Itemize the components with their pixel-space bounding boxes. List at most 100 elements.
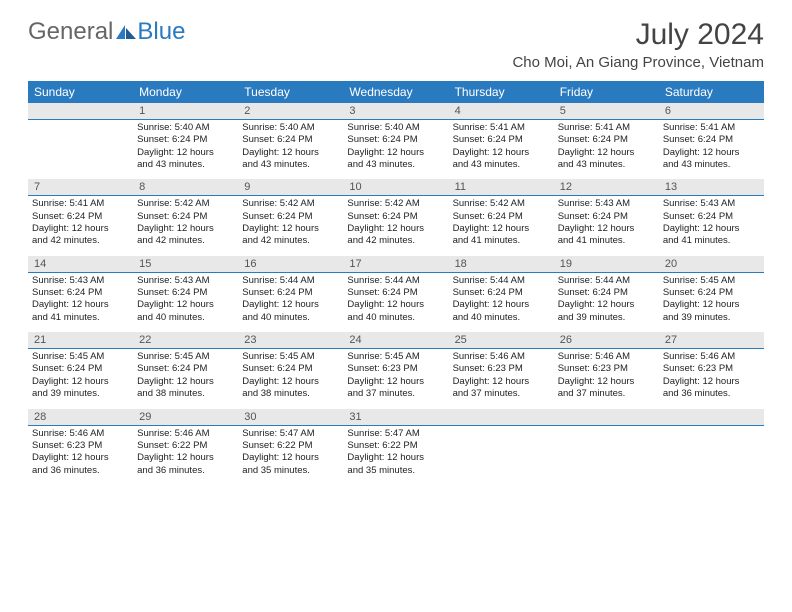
day-cell: Sunrise: 5:46 AMSunset: 6:23 PMDaylight:… (28, 425, 133, 485)
day-number: 8 (133, 179, 238, 196)
day-cell: Sunrise: 5:44 AMSunset: 6:24 PMDaylight:… (238, 272, 343, 332)
daylight-text: and 38 minutes. (137, 388, 234, 400)
daylight-text: and 35 minutes. (242, 465, 339, 477)
sunrise-text: Sunrise: 5:47 AM (242, 428, 339, 440)
daylight-text: and 39 minutes. (663, 312, 760, 324)
daylight-text: and 43 minutes. (242, 159, 339, 171)
sunset-text: Sunset: 6:24 PM (558, 287, 655, 299)
sunset-text: Sunset: 6:24 PM (137, 287, 234, 299)
daylight-text: and 38 minutes. (242, 388, 339, 400)
day-number: 29 (133, 409, 238, 426)
day-cell: Sunrise: 5:44 AMSunset: 6:24 PMDaylight:… (554, 272, 659, 332)
day-cell: Sunrise: 5:40 AMSunset: 6:24 PMDaylight:… (238, 120, 343, 180)
day-cell: Sunrise: 5:46 AMSunset: 6:23 PMDaylight:… (449, 349, 554, 409)
sunset-text: Sunset: 6:23 PM (32, 440, 129, 452)
sunset-text: Sunset: 6:24 PM (558, 211, 655, 223)
daylight-text: Daylight: 12 hours (347, 299, 444, 311)
sunset-text: Sunset: 6:22 PM (347, 440, 444, 452)
daylight-text: and 41 minutes. (558, 235, 655, 247)
sunset-text: Sunset: 6:24 PM (663, 287, 760, 299)
sunrise-text: Sunrise: 5:42 AM (242, 198, 339, 210)
sunrise-text: Sunrise: 5:45 AM (137, 351, 234, 363)
daylight-text: Daylight: 12 hours (347, 223, 444, 235)
sunrise-text: Sunrise: 5:47 AM (347, 428, 444, 440)
day-number: 14 (28, 256, 133, 273)
day-cell: Sunrise: 5:40 AMSunset: 6:24 PMDaylight:… (343, 120, 448, 180)
daylight-text: Daylight: 12 hours (137, 452, 234, 464)
sunset-text: Sunset: 6:24 PM (558, 134, 655, 146)
logo: General Blue (28, 18, 185, 46)
sunset-text: Sunset: 6:24 PM (32, 363, 129, 375)
daylight-text: and 41 minutes. (32, 312, 129, 324)
daylight-text: and 43 minutes. (347, 159, 444, 171)
sunset-text: Sunset: 6:24 PM (242, 134, 339, 146)
daylight-text: and 42 minutes. (137, 235, 234, 247)
daylight-text: and 41 minutes. (663, 235, 760, 247)
daylight-text: and 36 minutes. (137, 465, 234, 477)
daylight-text: Daylight: 12 hours (558, 376, 655, 388)
day-cell: Sunrise: 5:41 AMSunset: 6:24 PMDaylight:… (554, 120, 659, 180)
sunrise-text: Sunrise: 5:41 AM (32, 198, 129, 210)
day-number: 25 (449, 332, 554, 349)
sunrise-text: Sunrise: 5:42 AM (453, 198, 550, 210)
daylight-text: Daylight: 12 hours (242, 452, 339, 464)
sunset-text: Sunset: 6:24 PM (453, 287, 550, 299)
day-number-row: 21222324252627 (28, 332, 764, 349)
daylight-text: and 39 minutes. (558, 312, 655, 324)
sunrise-text: Sunrise: 5:46 AM (558, 351, 655, 363)
day-number: 27 (659, 332, 764, 349)
week-row: Sunrise: 5:41 AMSunset: 6:24 PMDaylight:… (28, 196, 764, 256)
day-cell: Sunrise: 5:45 AMSunset: 6:24 PMDaylight:… (133, 349, 238, 409)
daylight-text: Daylight: 12 hours (32, 299, 129, 311)
day-number: 11 (449, 179, 554, 196)
daylight-text: Daylight: 12 hours (347, 147, 444, 159)
day-number: 3 (343, 103, 448, 120)
daylight-text: and 42 minutes. (32, 235, 129, 247)
sunset-text: Sunset: 6:23 PM (347, 363, 444, 375)
sunset-text: Sunset: 6:24 PM (137, 211, 234, 223)
day-number-row: 28293031 (28, 409, 764, 426)
header: General Blue July 2024 Cho Moi, An Giang… (28, 18, 764, 71)
sunset-text: Sunset: 6:22 PM (242, 440, 339, 452)
daylight-text: and 42 minutes. (347, 235, 444, 247)
day-cell: Sunrise: 5:41 AMSunset: 6:24 PMDaylight:… (659, 120, 764, 180)
day-cell (659, 425, 764, 485)
day-cell: Sunrise: 5:45 AMSunset: 6:24 PMDaylight:… (28, 349, 133, 409)
daylight-text: and 42 minutes. (242, 235, 339, 247)
daylight-text: Daylight: 12 hours (137, 376, 234, 388)
day-header: Saturday (659, 81, 764, 103)
sunrise-text: Sunrise: 5:40 AM (137, 122, 234, 134)
sunrise-text: Sunrise: 5:46 AM (453, 351, 550, 363)
day-header: Tuesday (238, 81, 343, 103)
day-cell: Sunrise: 5:47 AMSunset: 6:22 PMDaylight:… (343, 425, 448, 485)
day-number: 23 (238, 332, 343, 349)
sunrise-text: Sunrise: 5:45 AM (347, 351, 444, 363)
sunrise-text: Sunrise: 5:43 AM (32, 275, 129, 287)
week-row: Sunrise: 5:45 AMSunset: 6:24 PMDaylight:… (28, 349, 764, 409)
day-cell (554, 425, 659, 485)
daylight-text: Daylight: 12 hours (558, 223, 655, 235)
day-cell: Sunrise: 5:43 AMSunset: 6:24 PMDaylight:… (659, 196, 764, 256)
title-block: July 2024 Cho Moi, An Giang Province, Vi… (512, 18, 764, 71)
daylight-text: Daylight: 12 hours (137, 223, 234, 235)
daylight-text: Daylight: 12 hours (242, 299, 339, 311)
daylight-text: Daylight: 12 hours (137, 147, 234, 159)
day-header: Friday (554, 81, 659, 103)
day-number: 19 (554, 256, 659, 273)
day-cell: Sunrise: 5:47 AMSunset: 6:22 PMDaylight:… (238, 425, 343, 485)
daylight-text: and 43 minutes. (663, 159, 760, 171)
logo-text-blue: Blue (137, 18, 185, 46)
sunset-text: Sunset: 6:24 PM (137, 363, 234, 375)
daylight-text: and 36 minutes. (663, 388, 760, 400)
daylight-text: and 40 minutes. (242, 312, 339, 324)
daylight-text: Daylight: 12 hours (32, 452, 129, 464)
day-cell (28, 120, 133, 180)
daylight-text: Daylight: 12 hours (242, 376, 339, 388)
sunset-text: Sunset: 6:22 PM (137, 440, 234, 452)
day-cell: Sunrise: 5:46 AMSunset: 6:23 PMDaylight:… (659, 349, 764, 409)
sunset-text: Sunset: 6:24 PM (242, 287, 339, 299)
day-number (28, 103, 133, 120)
day-number (659, 409, 764, 426)
day-number (554, 409, 659, 426)
day-number (449, 409, 554, 426)
